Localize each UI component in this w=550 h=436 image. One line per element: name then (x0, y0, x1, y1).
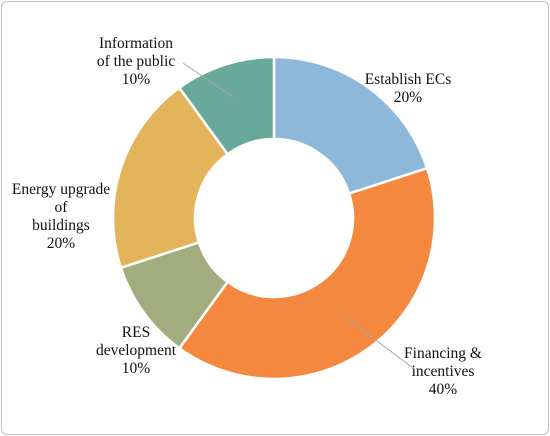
data-label-energy-upgrade-of-buildings: Energy upgrade of buildings 20% (12, 181, 110, 252)
slice-information-of-the-public (177, 55, 276, 156)
data-label-financing-incentives: Financing & incentives 40% (404, 345, 482, 398)
slice-energy-upgrade-of-buildings (111, 86, 230, 270)
leader-line-financing-incentives (344, 316, 414, 369)
data-label-res-development: RES development 10% (96, 324, 177, 377)
slice-establish-ecs (272, 55, 429, 196)
data-label-establish-ecs: Establish ECs 20% (365, 71, 452, 106)
slice-financing-incentives (177, 166, 437, 381)
leader-line-information-of-the-public (182, 62, 234, 98)
data-label-information-of-the-public: Information of the public 10% (97, 35, 175, 88)
